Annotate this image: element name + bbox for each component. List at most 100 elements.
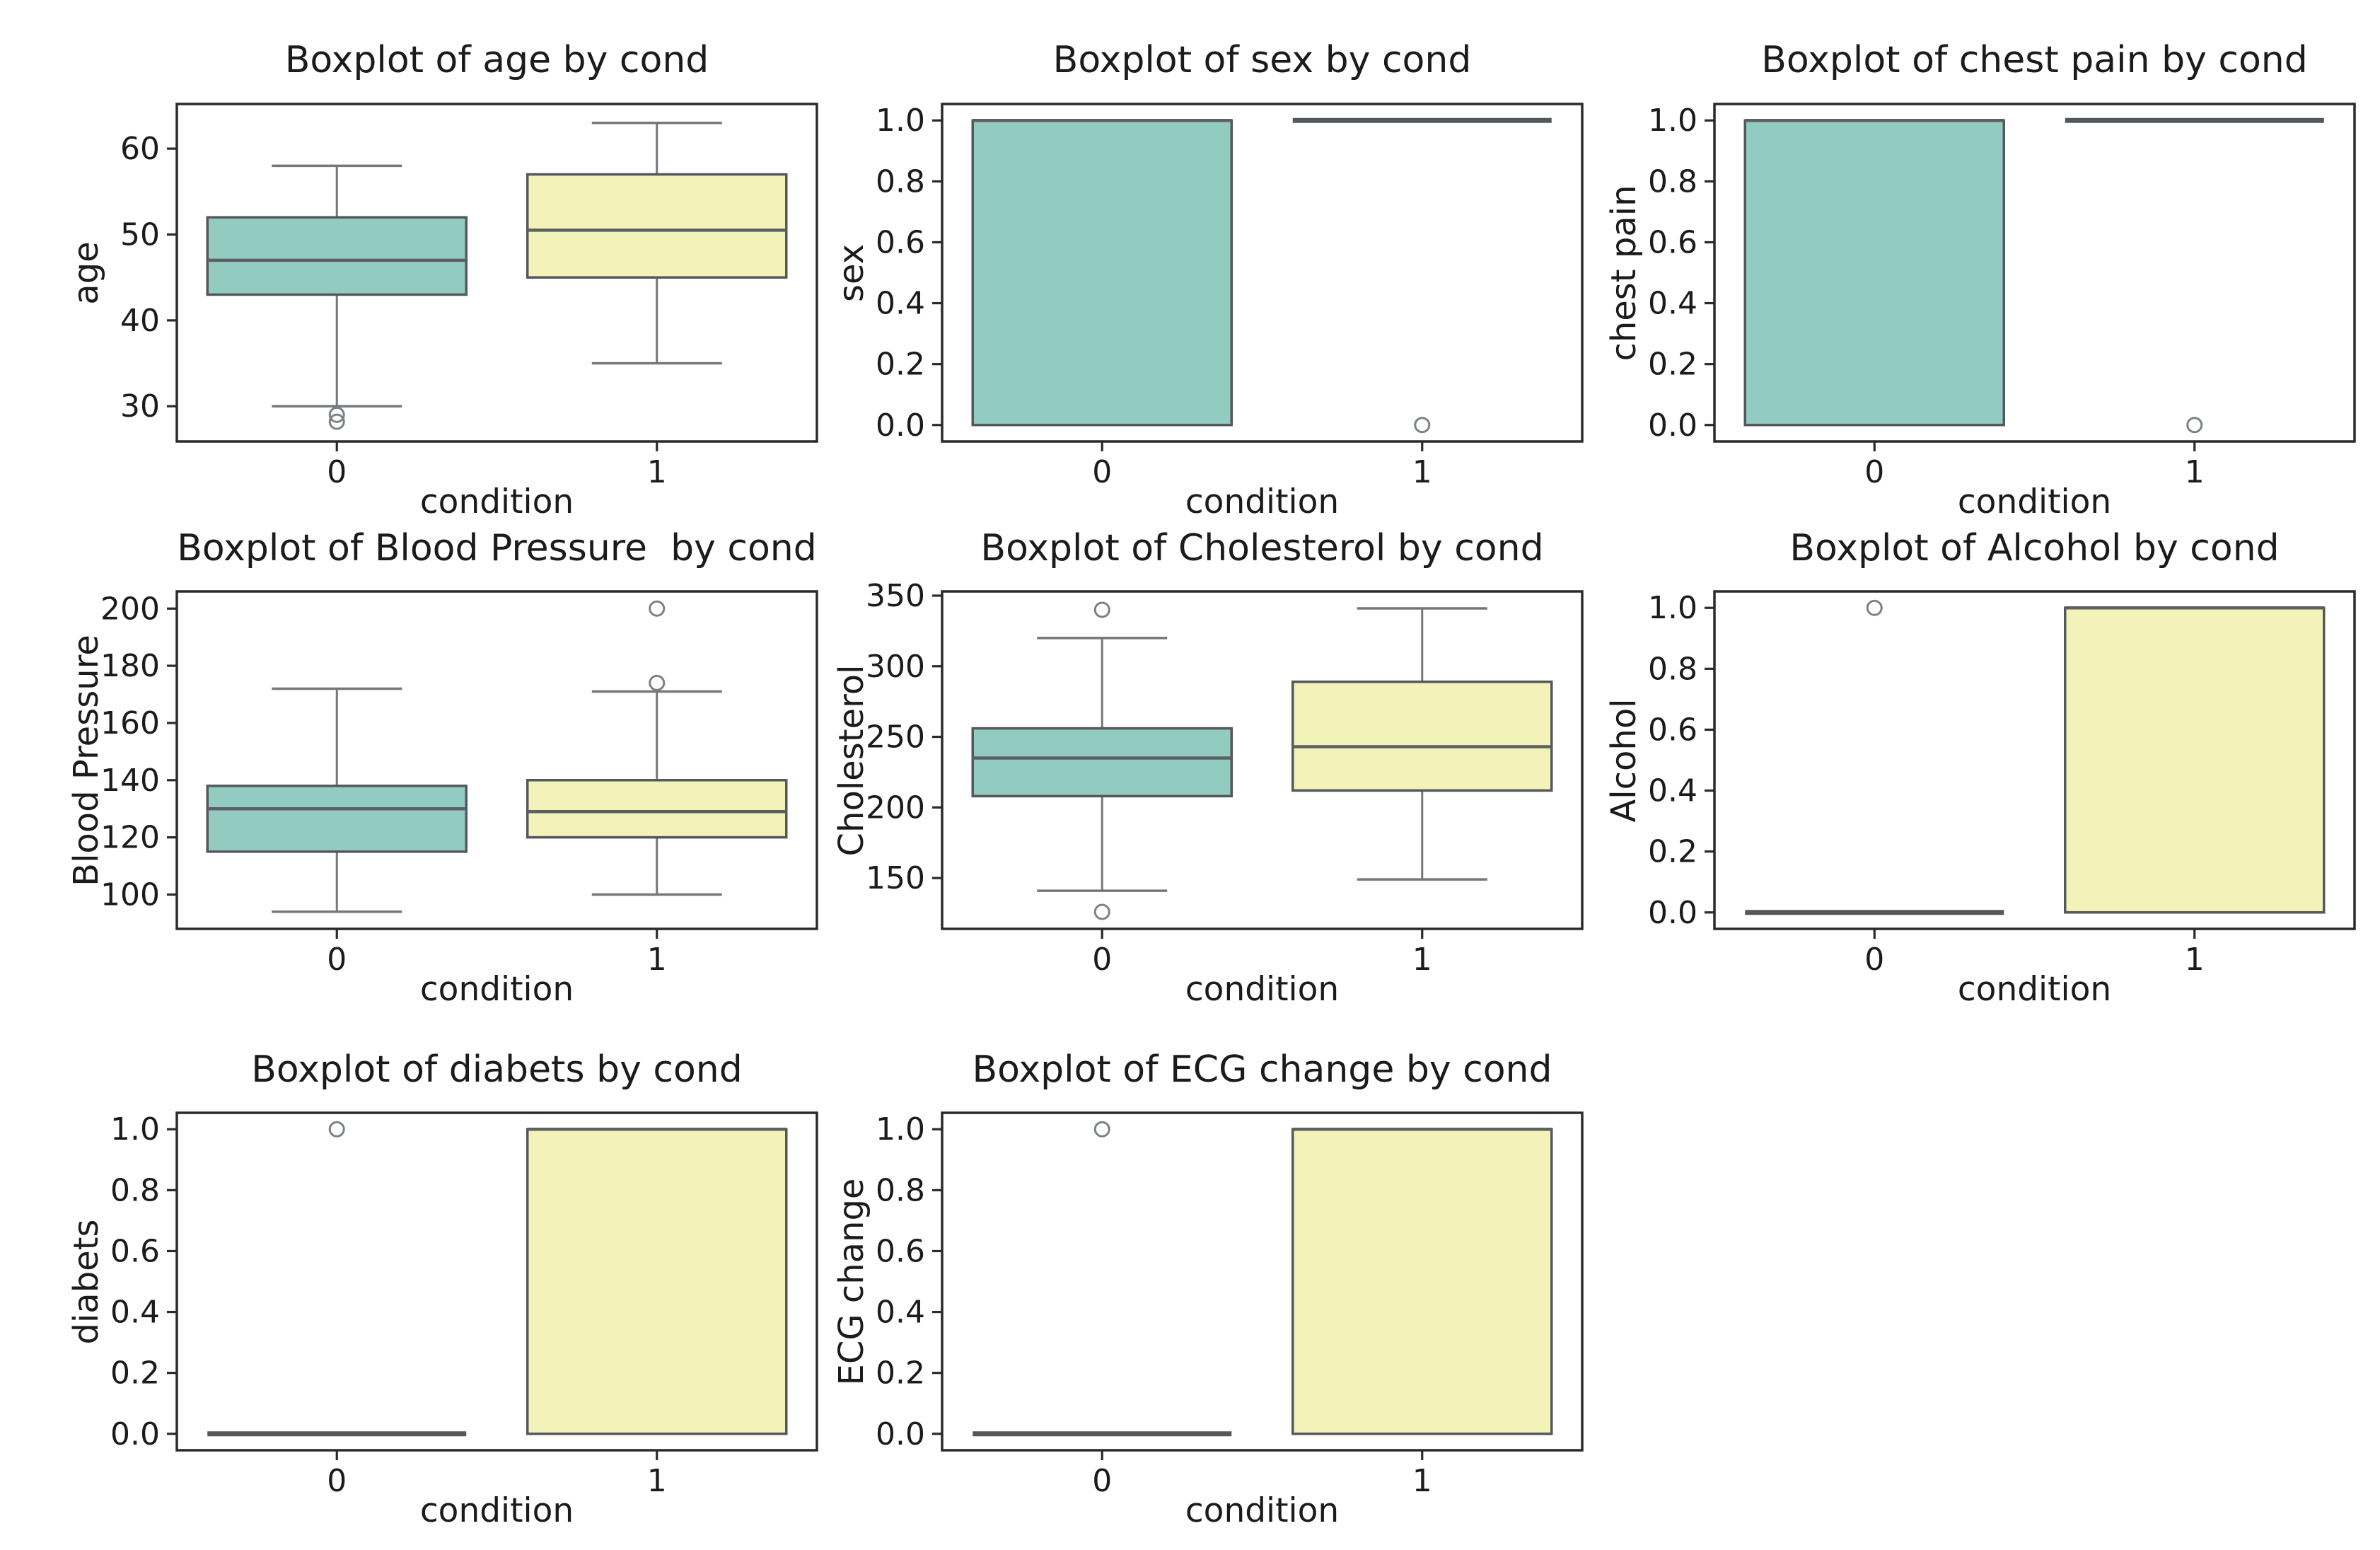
y-tick-label: 0.2 <box>110 1355 160 1392</box>
y-tick-label: 1.0 <box>110 1111 160 1147</box>
y-tick-label: 1.0 <box>876 103 925 139</box>
y-tick-label: 60 <box>120 131 160 167</box>
y-tick-label: 150 <box>866 860 925 896</box>
box-cond0 <box>971 119 1233 427</box>
box-cond0 <box>206 216 468 296</box>
chart-title: Boxplot of sex by cond <box>1052 39 1472 81</box>
subplot-sex: 0.0 0.2 0.4 0.6 0.8 1.0 0 1 Boxplot of sex by c… <box>794 0 1586 521</box>
y-tick-label: 200 <box>100 591 160 627</box>
axes-frame <box>941 103 1584 443</box>
y-axis-label: ECG change <box>832 1178 871 1386</box>
y-tick-label: 30 <box>120 388 160 424</box>
subplot-blood-pressure: 100 120 140 160 180 200 0 1 Boxplot of Blood Pr… <box>0 516 818 1033</box>
chart-title: Boxplot of age by cond <box>284 39 709 81</box>
x-tick-label: 0 <box>1092 454 1112 490</box>
y-tick-label: 0.0 <box>1648 895 1697 931</box>
box-cond1 <box>1291 680 1553 792</box>
x-tick-label: 0 <box>327 454 347 490</box>
chart-title: Boxplot of Blood Pressure by cond <box>177 527 817 569</box>
y-tick-label: 0.4 <box>1648 286 1697 322</box>
axes-frame <box>175 1111 818 1452</box>
y-axis-label: age <box>66 241 106 305</box>
axes-frame <box>1713 103 2356 443</box>
box-cond0 <box>1743 119 2005 427</box>
y-tick-label: 0.2 <box>876 347 925 383</box>
x-tick-label: 1 <box>1412 1463 1432 1499</box>
y-tick-label: 0.6 <box>1648 224 1697 260</box>
age-boxplot-canvas: 30 40 50 60 0 1 <box>120 103 818 490</box>
outlier-point <box>649 674 666 691</box>
x-axis-label: condition <box>1185 1491 1340 1530</box>
subplot-age: 30 40 50 60 0 1 Boxplot of age by cond age co… <box>0 0 818 519</box>
chart-title: Boxplot of chest pain by cond <box>1761 39 2308 81</box>
y-tick-label: 0.8 <box>1648 163 1697 199</box>
chart-title: Boxplot of Cholesterol by cond <box>980 527 1544 569</box>
chart-title: Boxplot of ECG change by cond <box>972 1048 1552 1091</box>
x-axis-label: condition <box>1185 970 1340 1009</box>
y-tick-label: 120 <box>100 820 160 856</box>
x-tick-label: 0 <box>327 942 347 978</box>
y-axis-label: sex <box>832 243 871 303</box>
y-tick-label: 0.6 <box>876 224 925 260</box>
y-axis-label: Blood Pressure <box>66 635 106 886</box>
y-tick-label: 0.0 <box>1648 407 1697 444</box>
y-tick-label: 50 <box>120 216 160 253</box>
y-tick-label: 0.8 <box>876 1172 925 1208</box>
y-tick-label: 0.6 <box>110 1233 160 1269</box>
blood-pressure-boxplot-canvas: 100 120 140 160 180 200 0 1 <box>100 590 818 978</box>
y-tick-label: 100 <box>100 877 160 913</box>
x-tick-label: 1 <box>2185 942 2205 978</box>
y-tick-label: 0.6 <box>876 1233 925 1269</box>
x-tick-label: 0 <box>1092 942 1112 978</box>
outlier-point <box>1093 903 1110 920</box>
y-tick-label: 0.2 <box>876 1355 925 1392</box>
outlier-point <box>2186 417 2203 434</box>
subplot-diabets: 0.0 0.2 0.4 0.6 0.8 1.0 0 1 Boxplot of diabets … <box>0 1034 818 1550</box>
box-cond0 <box>971 727 1233 798</box>
outlier-point <box>1414 417 1431 434</box>
sex-boxplot-canvas: 0.0 0.2 0.4 0.6 0.8 1.0 0 1 <box>876 103 1584 490</box>
subplot-ecg-change: 0.0 0.2 0.4 0.6 0.8 1.0 0 1 Boxplot of ECG chan… <box>794 1034 1586 1550</box>
diabets-boxplot-canvas: 0.0 0.2 0.4 0.6 0.8 1.0 0 1 <box>110 1111 818 1499</box>
box-cond1 <box>2064 606 2326 914</box>
axes-frame <box>175 103 818 443</box>
x-axis-label: condition <box>419 482 574 521</box>
outlier-point <box>649 600 666 617</box>
axes-frame <box>941 1111 1584 1452</box>
outlier-point <box>328 1121 345 1138</box>
x-axis-label: condition <box>1185 482 1340 521</box>
subplot-cholesterol: 150 200 250 300 350 0 1 Boxplot of Cholesterol… <box>794 516 1586 1033</box>
y-tick-label: 0.2 <box>1648 347 1697 383</box>
box-cond0 <box>206 785 468 853</box>
box-cond1 <box>526 779 788 839</box>
x-tick-label: 0 <box>1864 942 1884 978</box>
y-tick-label: 300 <box>866 649 925 685</box>
y-axis-label: diabets <box>66 1219 106 1345</box>
x-tick-label: 0 <box>1092 1463 1112 1499</box>
x-tick-label: 1 <box>647 942 667 978</box>
y-tick-label: 140 <box>100 763 160 799</box>
y-tick-label: 0.4 <box>876 286 925 322</box>
y-tick-label: 0.4 <box>876 1295 925 1331</box>
x-axis-label: condition <box>419 970 574 1009</box>
y-tick-label: 0.0 <box>876 1416 925 1452</box>
y-tick-label: 1.0 <box>1648 590 1697 626</box>
x-axis-label: condition <box>1957 482 2112 521</box>
axes-frame <box>1713 590 2356 930</box>
outlier-point <box>328 406 345 423</box>
cholesterol-boxplot-canvas: 150 200 250 300 350 0 1 <box>866 578 1584 978</box>
outlier-point <box>1093 601 1110 618</box>
y-tick-label: 180 <box>100 648 160 684</box>
outlier-point <box>1093 1121 1110 1138</box>
y-tick-label: 0.0 <box>110 1416 160 1452</box>
y-tick-label: 0.8 <box>1648 651 1697 687</box>
y-tick-label: 40 <box>120 303 160 339</box>
y-axis-label: chest pain <box>1604 185 1644 362</box>
outlier-point <box>1866 599 1883 616</box>
chart-title: Boxplot of Alcohol by cond <box>1789 527 2280 569</box>
x-axis-label: condition <box>1957 970 2112 1009</box>
y-axis-label: Alcohol <box>1604 698 1644 823</box>
x-tick-label: 0 <box>1864 454 1884 490</box>
y-tick-label: 0.8 <box>110 1172 160 1208</box>
